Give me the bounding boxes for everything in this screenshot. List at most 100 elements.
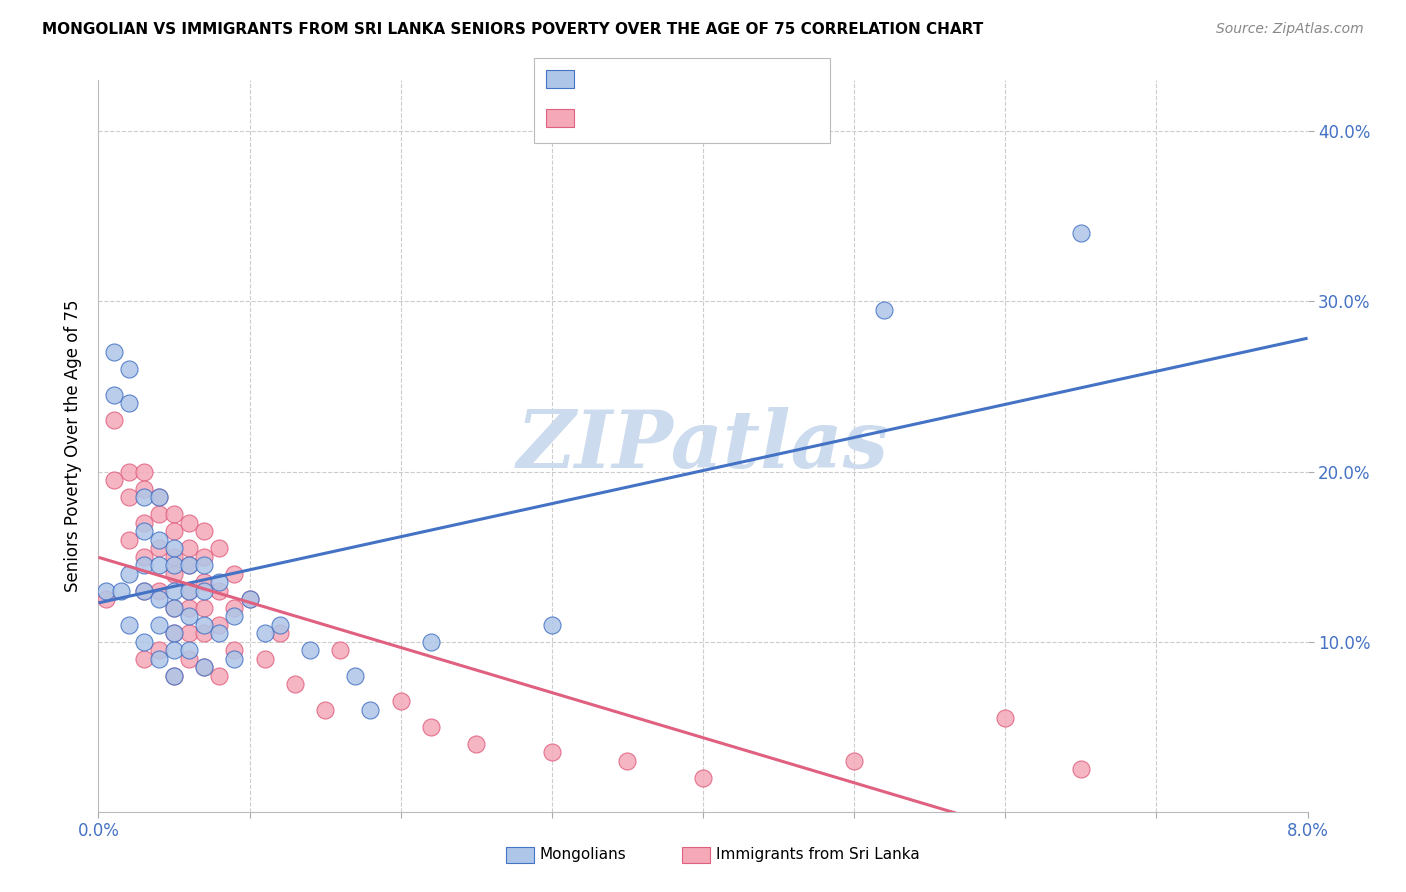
Point <box>208 583 231 598</box>
Point <box>179 583 201 598</box>
Text: Immigrants from Sri Lanka: Immigrants from Sri Lanka <box>716 847 920 862</box>
Point <box>132 583 155 598</box>
Point <box>179 651 201 665</box>
Point <box>224 600 246 615</box>
Point <box>163 549 186 564</box>
Point <box>132 558 155 572</box>
Point <box>179 541 201 555</box>
Point <box>163 566 186 581</box>
Point <box>193 626 215 640</box>
Point <box>179 583 201 598</box>
Point <box>314 703 336 717</box>
Point <box>208 575 231 590</box>
Point <box>239 592 262 607</box>
Point <box>103 473 125 487</box>
Text: R =: R = <box>581 111 614 125</box>
Point <box>224 651 246 665</box>
Point <box>193 617 215 632</box>
Point <box>163 668 186 682</box>
Point <box>179 643 201 657</box>
Point <box>389 694 412 708</box>
Point <box>1070 762 1092 776</box>
Point <box>179 626 201 640</box>
Point <box>253 626 276 640</box>
Point <box>299 643 322 657</box>
Point <box>179 600 201 615</box>
Point <box>193 600 215 615</box>
Point <box>132 482 155 496</box>
Point <box>208 541 231 555</box>
Point <box>94 592 117 607</box>
Point <box>163 524 186 538</box>
Point <box>163 600 186 615</box>
Point <box>132 651 155 665</box>
Point <box>253 651 276 665</box>
Point <box>148 651 170 665</box>
Point <box>148 592 170 607</box>
Point <box>224 609 246 624</box>
Point <box>148 533 170 547</box>
Point <box>193 558 215 572</box>
Point <box>163 583 186 598</box>
Point <box>193 660 215 674</box>
Point <box>163 626 186 640</box>
Point <box>132 583 155 598</box>
Point <box>179 558 201 572</box>
Point <box>148 558 170 572</box>
Point <box>269 617 291 632</box>
Point <box>118 465 141 479</box>
Point <box>179 516 201 530</box>
Point <box>224 643 246 657</box>
Point <box>329 643 352 657</box>
Point <box>94 583 117 598</box>
Text: 59: 59 <box>738 111 759 125</box>
Point <box>110 583 132 598</box>
Point <box>541 617 564 632</box>
Point <box>844 754 866 768</box>
Point <box>873 302 896 317</box>
Text: 0.300: 0.300 <box>630 72 678 87</box>
Point <box>193 549 215 564</box>
Point <box>148 583 170 598</box>
Point <box>344 668 367 682</box>
Point <box>994 711 1017 725</box>
Point <box>132 465 155 479</box>
Text: Source: ZipAtlas.com: Source: ZipAtlas.com <box>1216 22 1364 37</box>
Point <box>148 617 170 632</box>
Point <box>132 524 155 538</box>
Point <box>208 617 231 632</box>
Point <box>163 600 186 615</box>
Point <box>163 626 186 640</box>
Text: Mongolians: Mongolians <box>540 847 627 862</box>
Point <box>118 490 141 504</box>
Point <box>193 524 215 538</box>
Point <box>239 592 262 607</box>
Point <box>163 507 186 521</box>
Point <box>179 558 201 572</box>
Point <box>193 660 215 674</box>
Point <box>118 566 141 581</box>
Point <box>163 668 186 682</box>
Text: R =: R = <box>581 72 614 87</box>
Point <box>148 541 170 555</box>
Point <box>132 490 155 504</box>
Point <box>118 362 141 376</box>
Point <box>193 575 215 590</box>
Text: -0.249: -0.249 <box>626 111 681 125</box>
Point <box>465 737 488 751</box>
Point <box>163 541 186 555</box>
Point <box>103 388 125 402</box>
Point <box>118 533 141 547</box>
Point <box>420 720 443 734</box>
Point <box>148 507 170 521</box>
Text: ZIPatlas: ZIPatlas <box>517 408 889 484</box>
Point <box>132 516 155 530</box>
Point <box>148 643 170 657</box>
Point <box>103 413 125 427</box>
Text: N =: N = <box>693 72 727 87</box>
Point <box>193 583 215 598</box>
Point <box>163 558 186 572</box>
Point <box>420 634 443 648</box>
Text: N =: N = <box>693 111 727 125</box>
Point <box>269 626 291 640</box>
